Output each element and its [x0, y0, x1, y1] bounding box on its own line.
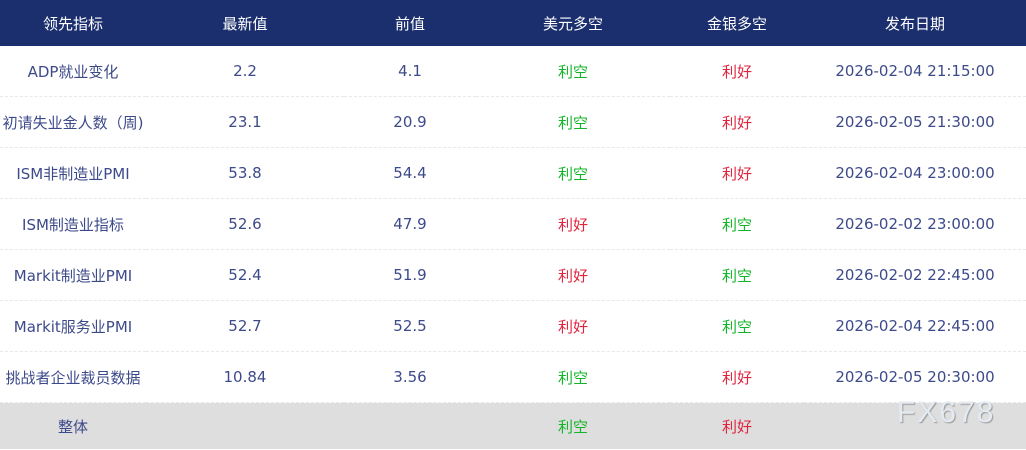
metals-impact: 利空: [670, 300, 804, 352]
table-row: 挑战者企业裁员数据 10.84 3.56 利空 利好 2026-02-05 20…: [0, 351, 1026, 403]
indicator-name: Markit制造业PMI: [0, 249, 146, 301]
metals-impact: 利好: [670, 351, 804, 403]
release-date: 2026-02-04 21:15:00: [804, 46, 1026, 97]
total-usd-impact: 利空: [476, 402, 670, 449]
indicator-name: Markit服务业PMI: [0, 300, 146, 352]
table-row: ISM非制造业PMI 53.8 54.4 利空 利好 2026-02-04 23…: [0, 147, 1026, 199]
previous-value: 47.9: [344, 198, 476, 250]
indicator-name: 挑战者企业裁员数据: [0, 351, 146, 403]
indicator-name: ISM制造业指标: [0, 198, 146, 250]
table-row: Markit服务业PMI 52.7 52.5 利好 利空 2026-02-04 …: [0, 300, 1026, 352]
release-date: 2026-02-04 23:00:00: [804, 147, 1026, 199]
table-row: Markit制造业PMI 52.4 51.9 利好 利空 2026-02-02 …: [0, 249, 1026, 301]
usd-impact: 利好: [476, 198, 670, 250]
previous-value: 20.9: [344, 96, 476, 148]
header-row: 领先指标 最新值 前值 美元多空 金银多空 发布日期: [0, 0, 1026, 46]
latest-value: 52.7: [146, 300, 344, 352]
header-usd: 美元多空: [476, 0, 670, 46]
total-row: 整体 利空 利好: [0, 402, 1026, 449]
usd-impact: 利好: [476, 249, 670, 301]
total-metals-impact: 利好: [670, 402, 804, 449]
usd-impact: 利好: [476, 300, 670, 352]
table-row: 初请失业金人数（周) 23.1 20.9 利空 利好 2026-02-05 21…: [0, 96, 1026, 148]
metals-impact: 利好: [670, 46, 804, 97]
usd-impact: 利空: [476, 351, 670, 403]
metals-impact: 利空: [670, 249, 804, 301]
release-date: 2026-02-05 21:30:00: [804, 96, 1026, 148]
usd-impact: 利空: [476, 46, 670, 97]
previous-value: 54.4: [344, 147, 476, 199]
release-date: 2026-02-02 23:00:00: [804, 198, 1026, 250]
previous-value: 4.1: [344, 46, 476, 97]
latest-value: 52.4: [146, 249, 344, 301]
release-date: 2026-02-05 20:30:00: [804, 351, 1026, 403]
latest-value: 23.1: [146, 96, 344, 148]
latest-value: 10.84: [146, 351, 344, 403]
previous-value: 52.5: [344, 300, 476, 352]
table-row: ISM制造业指标 52.6 47.9 利好 利空 2026-02-02 23:0…: [0, 198, 1026, 250]
header-latest: 最新值: [146, 0, 344, 46]
header-indicator: 领先指标: [0, 0, 146, 46]
indicator-name: 初请失业金人数（周): [0, 96, 146, 148]
total-label: 整体: [0, 402, 146, 449]
previous-value: 51.9: [344, 249, 476, 301]
metals-impact: 利好: [670, 96, 804, 148]
usd-impact: 利空: [476, 147, 670, 199]
latest-value: 2.2: [146, 46, 344, 97]
usd-impact: 利空: [476, 96, 670, 148]
metals-impact: 利空: [670, 198, 804, 250]
header-metals: 金银多空: [670, 0, 804, 46]
release-date: 2026-02-02 22:45:00: [804, 249, 1026, 301]
table-row: ADP就业变化 2.2 4.1 利空 利好 2026-02-04 21:15:0…: [0, 46, 1026, 97]
header-previous: 前值: [344, 0, 476, 46]
latest-value: 53.8: [146, 147, 344, 199]
latest-value: 52.6: [146, 198, 344, 250]
indicator-name: ADP就业变化: [0, 46, 146, 97]
previous-value: 3.56: [344, 351, 476, 403]
watermark-logo: FX678: [897, 396, 996, 429]
metals-impact: 利好: [670, 147, 804, 199]
release-date: 2026-02-04 22:45:00: [804, 300, 1026, 352]
indicator-name: ISM非制造业PMI: [0, 147, 146, 199]
header-date: 发布日期: [804, 0, 1026, 46]
